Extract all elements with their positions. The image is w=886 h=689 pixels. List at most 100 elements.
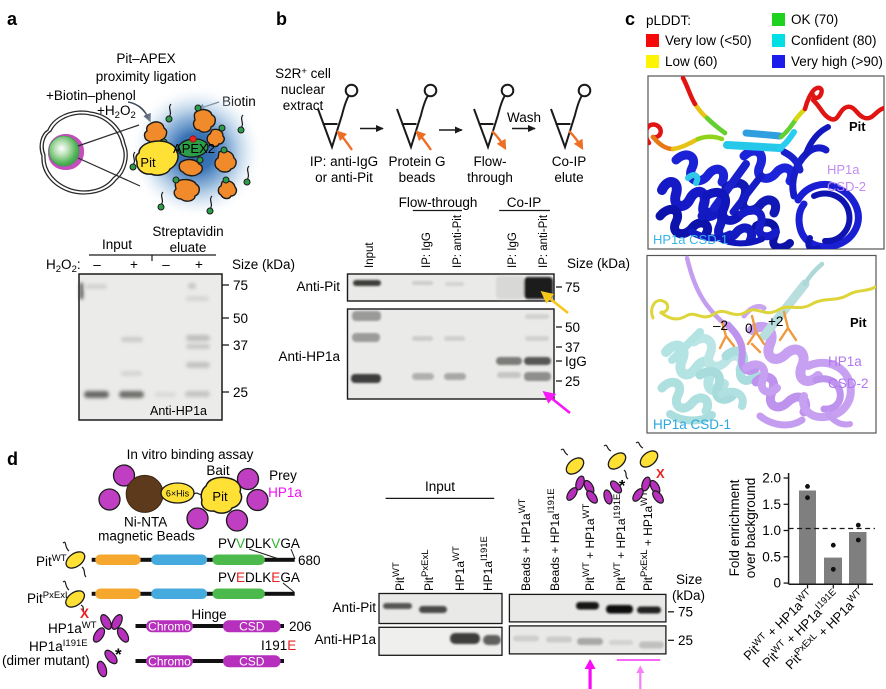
svg-text:HP1aWT: HP1aWT	[451, 546, 467, 591]
svg-text:IP: anti-Pit: IP: anti-Pit	[452, 214, 464, 268]
svg-text:HP1aWT: HP1aWT	[48, 620, 97, 636]
svg-text:HP1aI191E: HP1aI191E	[479, 536, 495, 591]
svg-text:6×His: 6×His	[166, 489, 190, 499]
svg-text:IP: anti-Pit: IP: anti-Pit	[538, 214, 550, 268]
svg-text:+Biotin–phenol: +Biotin–phenol	[46, 88, 136, 103]
svg-text:Anti-HP1a: Anti-HP1a	[150, 404, 207, 418]
svg-text:(dimer mutant): (dimer mutant)	[2, 653, 90, 668]
svg-text:Confident (80): Confident (80)	[791, 33, 877, 48]
svg-text:37: 37	[565, 340, 580, 355]
svg-text:50: 50	[233, 311, 248, 326]
svg-text:50: 50	[565, 320, 580, 335]
svg-text:Size (kDa): Size (kDa)	[232, 257, 295, 272]
svg-text:Very high (>90): Very high (>90)	[791, 54, 883, 69]
svg-text:HP1a: HP1a	[268, 485, 302, 500]
svg-text:over background: over background	[743, 478, 758, 579]
svg-text:37: 37	[233, 338, 248, 353]
svg-text:IgG: IgG	[565, 354, 587, 369]
svg-text:d: d	[7, 449, 18, 469]
svg-text:Chromo: Chromo	[148, 655, 191, 669]
svg-text:Chromo: Chromo	[148, 620, 191, 634]
svg-text:+: +	[130, 257, 138, 272]
svg-text:Hinge: Hinge	[191, 607, 226, 622]
svg-text:HP1a: HP1a	[828, 354, 862, 369]
svg-text:1.0: 1.0	[762, 523, 781, 538]
svg-text:Input: Input	[364, 242, 376, 268]
svg-text:–2: –2	[713, 318, 728, 333]
svg-text:1.5: 1.5	[762, 497, 781, 512]
svg-text:Anti-Pit: Anti-Pit	[296, 279, 340, 294]
svg-text:HP1aI191E: HP1aI191E	[29, 638, 88, 654]
svg-text:Flow-: Flow-	[474, 154, 507, 169]
svg-text:extract: extract	[283, 98, 324, 113]
svg-text:IP: IgG: IP: IgG	[507, 232, 519, 268]
svg-text:CSD-2: CSD-2	[827, 179, 866, 194]
svg-text:Streptavidin: Streptavidin	[152, 224, 223, 239]
svg-text:25: 25	[565, 374, 580, 389]
svg-text:Anti-HP1a: Anti-HP1a	[278, 349, 340, 364]
svg-text:*: *	[115, 645, 122, 664]
svg-text:Pit: Pit	[212, 489, 228, 504]
svg-text:+: +	[195, 257, 203, 272]
svg-text:Size: Size	[676, 572, 702, 587]
svg-text:+2: +2	[768, 314, 783, 329]
svg-text:PVVDLKVGA: PVVDLKVGA	[218, 536, 300, 551]
svg-text:Wash: Wash	[507, 110, 541, 125]
svg-text:Fold enrichment: Fold enrichment	[727, 479, 742, 576]
svg-text:0: 0	[745, 321, 753, 336]
svg-text:206: 206	[289, 619, 312, 634]
svg-text:Beads + HP1aWT: Beads + HP1aWT	[517, 498, 533, 591]
svg-text:pLDDT:: pLDDT:	[646, 13, 691, 28]
svg-text:elute: elute	[554, 170, 583, 185]
svg-text:0.5: 0.5	[762, 549, 781, 564]
svg-text:In vitro binding assay: In vitro binding assay	[127, 447, 254, 462]
svg-text:IP: anti-IgG: IP: anti-IgG	[310, 154, 378, 169]
svg-text:Beads + HP1aI191E: Beads + HP1aI191E	[546, 488, 562, 591]
svg-text:680: 680	[298, 553, 321, 568]
svg-text:Ni-NTA: Ni-NTA	[124, 515, 167, 530]
svg-text:Bait: Bait	[206, 463, 230, 478]
svg-text:APEX2: APEX2	[173, 141, 215, 156]
svg-text:PitPxExL + HP1aWT: PitPxExL + HP1aWT	[639, 491, 655, 591]
svg-text:beads: beads	[399, 170, 436, 185]
svg-text:Pit: Pit	[850, 315, 867, 330]
svg-text:I191E: I191E	[261, 638, 296, 653]
svg-text:25: 25	[233, 385, 248, 400]
svg-text:S2R+ cell: S2R+ cell	[275, 66, 331, 81]
svg-text:CSD: CSD	[239, 620, 265, 634]
svg-text:X: X	[656, 466, 665, 481]
svg-text:PitWT + HP1aWT: PitWT + HP1aWT	[581, 504, 597, 591]
svg-text:+H2O2: +H2O2	[97, 103, 136, 121]
svg-text:magnetic Beads: magnetic Beads	[98, 529, 195, 544]
svg-text:PitPxExL: PitPxExL	[420, 550, 436, 591]
svg-text:through: through	[467, 170, 513, 185]
svg-text:75: 75	[678, 605, 693, 620]
svg-text:PitPxExL: PitPxExL	[27, 590, 70, 606]
svg-text:(kDa): (kDa)	[672, 588, 705, 603]
svg-text:HP1a CSD-1: HP1a CSD-1	[653, 417, 731, 432]
svg-text:0: 0	[773, 576, 781, 591]
svg-text:Input: Input	[102, 237, 132, 252]
svg-text:PVEDLKEGA: PVEDLKEGA	[218, 570, 300, 585]
svg-text:Protein G: Protein G	[388, 154, 445, 169]
svg-text:proximity ligation: proximity ligation	[96, 69, 197, 84]
svg-text:PitWT: PitWT	[36, 553, 67, 569]
svg-text:c: c	[625, 9, 635, 29]
svg-text:75: 75	[565, 280, 580, 295]
svg-text:Prey: Prey	[269, 468, 297, 483]
svg-text:PitWT: PitWT	[391, 562, 407, 591]
svg-text:b: b	[276, 9, 287, 29]
svg-text:CSD-2: CSD-2	[828, 376, 869, 391]
svg-text:a: a	[7, 9, 18, 29]
svg-text:Pit: Pit	[849, 119, 866, 134]
svg-text:nuclear: nuclear	[281, 82, 326, 97]
svg-text:Co-IP: Co-IP	[552, 154, 587, 169]
svg-text:HP1a CSD-1: HP1a CSD-1	[653, 232, 728, 247]
svg-text:OK (70): OK (70)	[791, 12, 838, 27]
svg-text:Pit: Pit	[140, 155, 156, 170]
svg-text:–: –	[93, 257, 101, 272]
svg-text:HP1a: HP1a	[827, 162, 860, 177]
svg-text:2.0: 2.0	[762, 471, 781, 486]
svg-text:IP: IgG: IP: IgG	[421, 232, 433, 268]
svg-text:Anti-Pit: Anti-Pit	[332, 600, 376, 615]
